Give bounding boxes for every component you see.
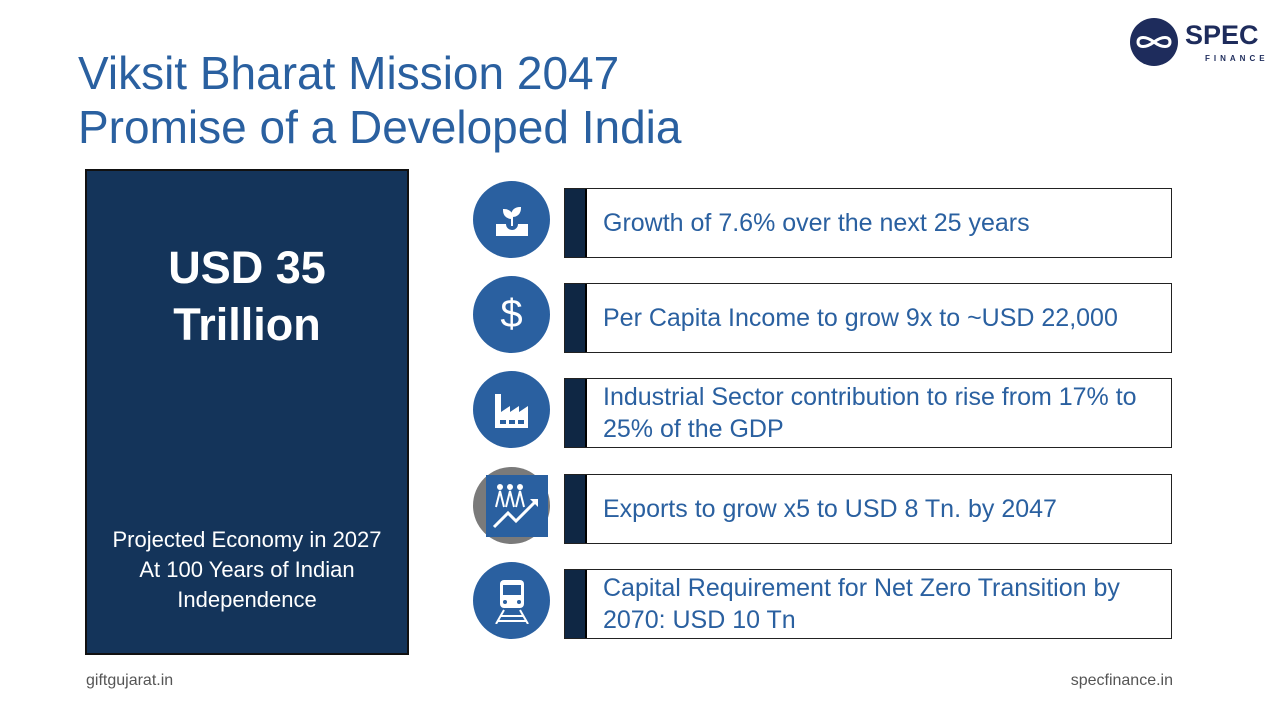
logo-name: SPEC <box>1185 20 1259 50</box>
point-row: $ Per Capita Income to grow 9x to ~USD 2… <box>470 275 1175 355</box>
footer-right-link[interactable]: specfinance.in <box>1070 672 1173 689</box>
highlight-value-1: USD 35 <box>168 242 326 293</box>
highlight-value-2: Trillion <box>173 299 321 350</box>
title-line-1: Viksit Bharat Mission 2047 <box>78 47 620 99</box>
point-card: Growth of 7.6% over the next 25 years <box>564 188 1172 258</box>
caption-2: At 100 Years of Indian <box>139 557 355 582</box>
point-text: Industrial Sector contribution to rise f… <box>603 383 1137 443</box>
dollar-icon: $ <box>473 276 550 353</box>
page-title: Viksit Bharat Mission 2047 Promise of a … <box>78 46 681 154</box>
factory-icon <box>473 371 550 448</box>
point-card: Exports to grow x5 to USD 8 Tn. by 2047 <box>564 474 1172 544</box>
footer-left-link[interactable]: giftgujarat.in <box>86 672 174 689</box>
point-text: Capital Requirement for Net Zero Transit… <box>603 574 1120 634</box>
point-card: Per Capita Income to grow 9x to ~USD 22,… <box>564 283 1172 353</box>
point-card: Capital Requirement for Net Zero Transit… <box>564 569 1172 639</box>
economy-highlight-box: USD 35 Trillion Projected Economy in 2027… <box>85 169 409 655</box>
logo-sub: FINANCE <box>1205 54 1269 63</box>
point-card: Industrial Sector contribution to rise f… <box>564 378 1172 448</box>
plant-icon <box>473 181 550 258</box>
point-text: Growth of 7.6% over the next 25 years <box>603 209 1030 237</box>
train-icon <box>473 562 550 639</box>
point-text: Per Capita Income to grow 9x to ~USD 22,… <box>603 304 1118 332</box>
point-row: Growth of 7.6% over the next 25 years <box>470 180 1175 260</box>
point-text: Exports to grow x5 to USD 8 Tn. by 2047 <box>603 495 1057 523</box>
people-growth-icon <box>473 467 550 544</box>
point-row: Capital Requirement for Net Zero Transit… <box>470 561 1175 641</box>
caption-3: Independence <box>177 587 317 612</box>
caption-1: Projected Economy in 2027 <box>112 527 382 552</box>
title-line-2: Promise of a Developed India <box>78 101 682 153</box>
infinity-logo-icon <box>1130 18 1178 66</box>
point-row: Exports to grow x5 to USD 8 Tn. by 2047 <box>470 466 1175 546</box>
spec-finance-logo: SPEC FINANCE <box>1130 18 1265 68</box>
point-row: Industrial Sector contribution to rise f… <box>470 370 1175 450</box>
